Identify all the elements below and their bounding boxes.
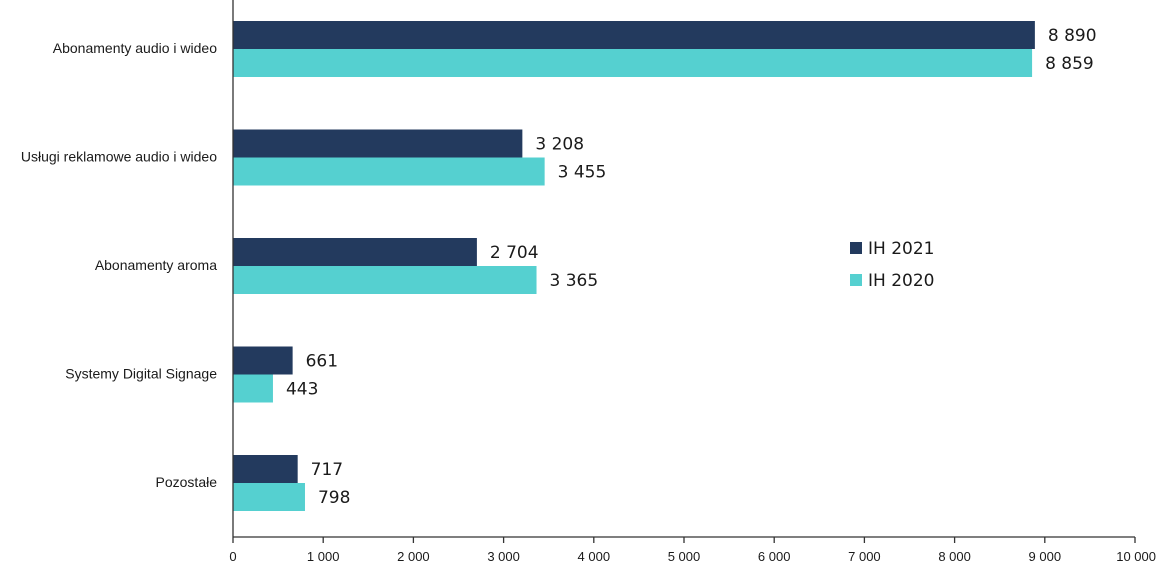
category-label: Abonamenty aroma xyxy=(95,257,217,273)
x-tick-label: 7 000 xyxy=(848,549,881,564)
bar-ih2021 xyxy=(233,238,477,266)
x-tick-label: 8 000 xyxy=(938,549,971,564)
x-tick-label: 5 000 xyxy=(668,549,701,564)
bar-value-label: 8 890 xyxy=(1048,26,1097,46)
bar-ih2021 xyxy=(233,455,298,483)
legend: IH 2021 IH 2020 xyxy=(850,239,934,291)
data-labels: 8 890 8 859 3 208 3 455 2 704 3 365 661 443 717 7… xyxy=(286,26,1097,508)
bar-value-label: 2 704 xyxy=(490,243,539,263)
axes: 0 1 000 2 000 3 000 4 000 5 000 6 000 7 000 8 00… xyxy=(229,0,1156,564)
bar-ih2020 xyxy=(233,157,545,186)
legend-swatch xyxy=(850,274,862,286)
legend-swatch xyxy=(850,242,862,254)
bar-value-label: 3 455 xyxy=(558,163,607,183)
x-tick-label: 1 000 xyxy=(307,549,340,564)
x-tick-label: 6 000 xyxy=(758,549,791,564)
x-tick-label: 2 000 xyxy=(397,549,430,564)
category-label: Abonamenty audio i wideo xyxy=(53,40,217,56)
bar-value-label: 8 859 xyxy=(1045,54,1094,74)
bar-value-label: 717 xyxy=(311,460,343,480)
bar-ih2020 xyxy=(233,49,1033,77)
bar-ih2021 xyxy=(233,129,523,158)
x-tick-label: 3 000 xyxy=(487,549,520,564)
bar-ih2021 xyxy=(233,346,293,375)
category-labels: Abonamenty audio i wideo Usługi reklamowe… xyxy=(21,40,217,490)
bar-ih2020 xyxy=(233,266,537,294)
legend-label: IH 2020 xyxy=(868,271,934,291)
x-tick-label: 9 000 xyxy=(1029,549,1062,564)
bar-ih2020 xyxy=(233,483,305,511)
bar-value-label: 443 xyxy=(286,380,318,400)
bar-value-label: 3 208 xyxy=(535,135,584,155)
bar-value-label: 661 xyxy=(306,352,338,372)
bar-value-label: 3 365 xyxy=(550,271,599,291)
category-label: Systemy Digital Signage xyxy=(65,366,217,382)
bar-value-label: 798 xyxy=(318,488,350,508)
bar-ih2020 xyxy=(233,374,273,403)
legend-label: IH 2021 xyxy=(868,239,934,259)
bars xyxy=(233,21,1035,511)
bar-ih2021 xyxy=(233,21,1035,49)
x-tick-label: 0 xyxy=(229,549,236,564)
x-tick-label: 10 000 xyxy=(1116,549,1156,564)
category-label: Usługi reklamowe audio i wideo xyxy=(21,149,217,165)
x-tick-label: 4 000 xyxy=(578,549,611,564)
category-label: Pozostałe xyxy=(156,474,218,490)
